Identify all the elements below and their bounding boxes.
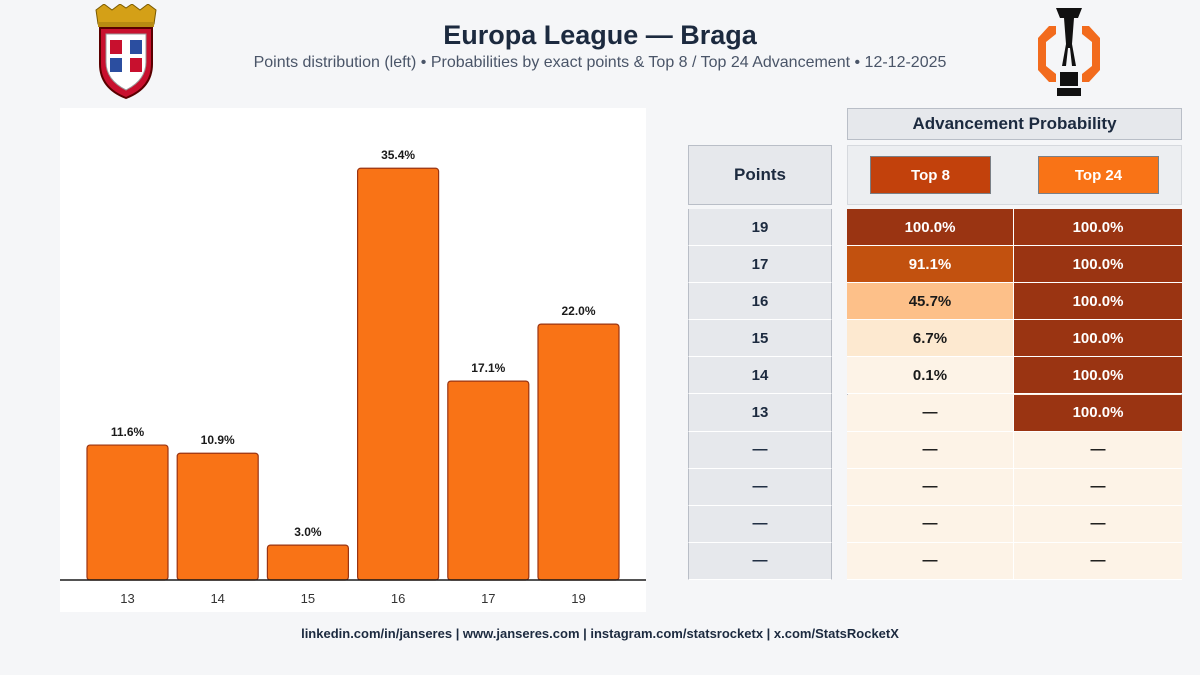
points-distribution-chart: 11.6% 13 10.9% 14 3.0% 15 35.4% 16 17.1% 17 22.0% 1… <box>60 108 646 612</box>
x-tick-label: 15 <box>301 591 315 606</box>
top24-cell: 100.0% <box>1014 357 1182 395</box>
bars-layer: 11.6% 13 10.9% 14 3.0% 15 35.4% 16 17.1% 17 22.0% 1… <box>86 148 620 606</box>
bar-14 <box>176 452 259 581</box>
top24-header: Top 24 <box>1038 156 1159 194</box>
advancement-probability-title: Advancement Probability <box>847 108 1182 140</box>
x-tick-label: 14 <box>210 591 224 606</box>
points-cell: 19 <box>688 209 832 247</box>
points-cell: 15 <box>688 320 832 358</box>
points-cell: — <box>688 468 832 506</box>
top24-cell: 100.0% <box>1014 283 1182 321</box>
points-cell: — <box>688 505 832 543</box>
top8-cell: — <box>847 394 1014 432</box>
top24-cell: 100.0% <box>1014 394 1182 432</box>
top8-cell: — <box>847 542 1014 580</box>
header: Europa League — Braga Points distributio… <box>0 0 1200 100</box>
points-cell: 14 <box>688 357 832 395</box>
top8-cell: — <box>847 431 1014 469</box>
x-tick-label: 19 <box>571 591 585 606</box>
top24-cell: — <box>1014 505 1182 543</box>
page-subtitle: Points distribution (left) • Probabiliti… <box>253 54 947 71</box>
chart-svg: 11.6% 13 10.9% 14 3.0% 15 35.4% 16 17.1% 17 22.0% 1… <box>60 148 646 606</box>
top8-cell: — <box>847 505 1014 543</box>
footer-links: linkedin.com/in/janseres | www.janseres.… <box>301 626 899 641</box>
points-cell: 16 <box>688 283 832 321</box>
top24-cell: 100.0% <box>1014 320 1182 358</box>
top24-cell: — <box>1014 542 1182 580</box>
top8-cell: 91.1% <box>847 246 1014 284</box>
top8-cell: 100.0% <box>847 209 1014 247</box>
bar-value-label: 22.0% <box>561 304 595 318</box>
bar-15 <box>266 544 349 581</box>
x-tick-label: 13 <box>120 591 134 606</box>
bar-value-label: 17.1% <box>471 361 505 375</box>
bar-13 <box>86 444 169 581</box>
europa-league-trophy-icon <box>1038 8 1100 96</box>
bar-value-label: 10.9% <box>201 433 235 447</box>
top24-cell: 100.0% <box>1014 209 1182 247</box>
points-cell: — <box>688 542 832 580</box>
points-cell: 17 <box>688 246 832 284</box>
top8-cell: 45.7% <box>847 283 1014 321</box>
points-column-header: Points <box>688 145 832 205</box>
top8-cell: — <box>847 468 1014 506</box>
bar-value-label: 3.0% <box>294 525 322 539</box>
bar-value-label: 35.4% <box>381 148 415 162</box>
top8-header: Top 8 <box>870 156 991 194</box>
x-tick-label: 16 <box>391 591 405 606</box>
page-title: Europa League — Braga <box>443 20 757 50</box>
top24-cell: — <box>1014 431 1182 469</box>
x-tick-label: 17 <box>481 591 495 606</box>
braga-crest-icon <box>95 4 157 100</box>
top24-cell: 100.0% <box>1014 246 1182 284</box>
bar-value-label: 11.6% <box>111 425 145 439</box>
top8-cell: 0.1% <box>847 357 1014 395</box>
bar-16 <box>357 167 440 581</box>
points-cell: — <box>688 431 832 469</box>
bar-17 <box>447 380 530 581</box>
bar-19 <box>537 323 620 581</box>
top8-cell: 6.7% <box>847 320 1014 358</box>
top24-cell: — <box>1014 468 1182 506</box>
points-cell: 13 <box>688 394 832 432</box>
